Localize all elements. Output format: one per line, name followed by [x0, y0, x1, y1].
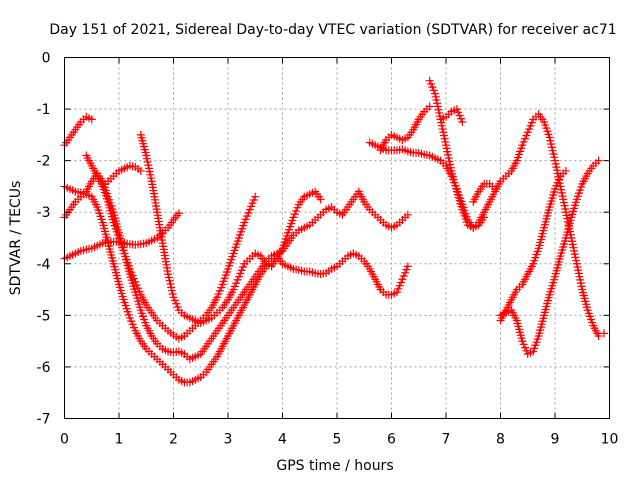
data-point: [594, 156, 603, 165]
data-point: [546, 136, 555, 145]
data-point: [425, 102, 434, 111]
data-point: [164, 273, 173, 282]
data-point: [480, 213, 489, 222]
data-point: [166, 280, 175, 289]
x-tick-label: 2: [169, 432, 178, 448]
data-point: [174, 209, 183, 218]
data-point: [251, 192, 260, 201]
y-tick-label: 0: [42, 51, 51, 67]
data-point: [168, 289, 177, 298]
data-series: [136, 130, 325, 328]
data-points: [60, 76, 609, 387]
data-point: [548, 146, 557, 155]
x-tick-label: 4: [278, 432, 287, 448]
y-tick-label: -3: [37, 205, 51, 221]
data-point: [164, 270, 173, 279]
data-point: [594, 331, 603, 340]
data-point: [167, 286, 176, 295]
x-tick-label: 3: [224, 432, 233, 448]
data-point: [403, 210, 412, 219]
data-point: [167, 283, 176, 292]
data-point: [561, 166, 570, 175]
y-tick-label: -5: [37, 308, 51, 324]
data-point: [165, 276, 174, 285]
data-point: [458, 117, 467, 126]
x-axis-label: GPS time / hours: [276, 458, 393, 474]
data-point: [491, 185, 500, 194]
tick-labels: 0 1 2 3 4 5 6 7 8 9 10 0 -1 -2 -3 -4 -5 -6 -7: [37, 51, 619, 448]
x-tick-label: 5: [333, 432, 342, 448]
axis-ticks: [64, 57, 610, 419]
chart-title: Day 151 of 2021, Sidereal Day-to-day VTE…: [49, 22, 616, 38]
data-point: [87, 115, 96, 124]
data-point: [550, 153, 559, 162]
x-tick-label: 0: [60, 432, 69, 448]
y-tick-label: -2: [37, 154, 51, 170]
data-series: [98, 161, 145, 191]
x-tick-label: 9: [551, 432, 560, 448]
y-tick-label: -4: [37, 257, 51, 273]
data-point: [547, 143, 556, 152]
y-tick-label: -1: [37, 102, 51, 118]
data-point: [600, 329, 609, 338]
x-tick-label: 7: [442, 432, 451, 448]
data-point: [547, 140, 556, 149]
x-tick-label: 10: [601, 432, 619, 448]
y-axis-label: SDTVAR / TECUs: [8, 181, 24, 296]
data-series: [60, 182, 412, 387]
data-point: [403, 262, 412, 271]
data-series: [436, 105, 467, 126]
x-tick-label: 8: [496, 432, 505, 448]
data-series: [496, 166, 570, 325]
data-series: [60, 112, 96, 150]
data-point: [549, 150, 558, 159]
data-point: [316, 195, 325, 204]
data-series: [425, 76, 489, 232]
data-series: [376, 102, 434, 155]
data-point: [136, 166, 145, 175]
data-point: [545, 133, 554, 142]
x-tick-label: 6: [387, 432, 396, 448]
y-tick-label: -7: [37, 412, 51, 428]
y-tick-label: -6: [37, 360, 51, 376]
data-series: [82, 151, 260, 343]
x-tick-label: 1: [115, 432, 124, 448]
